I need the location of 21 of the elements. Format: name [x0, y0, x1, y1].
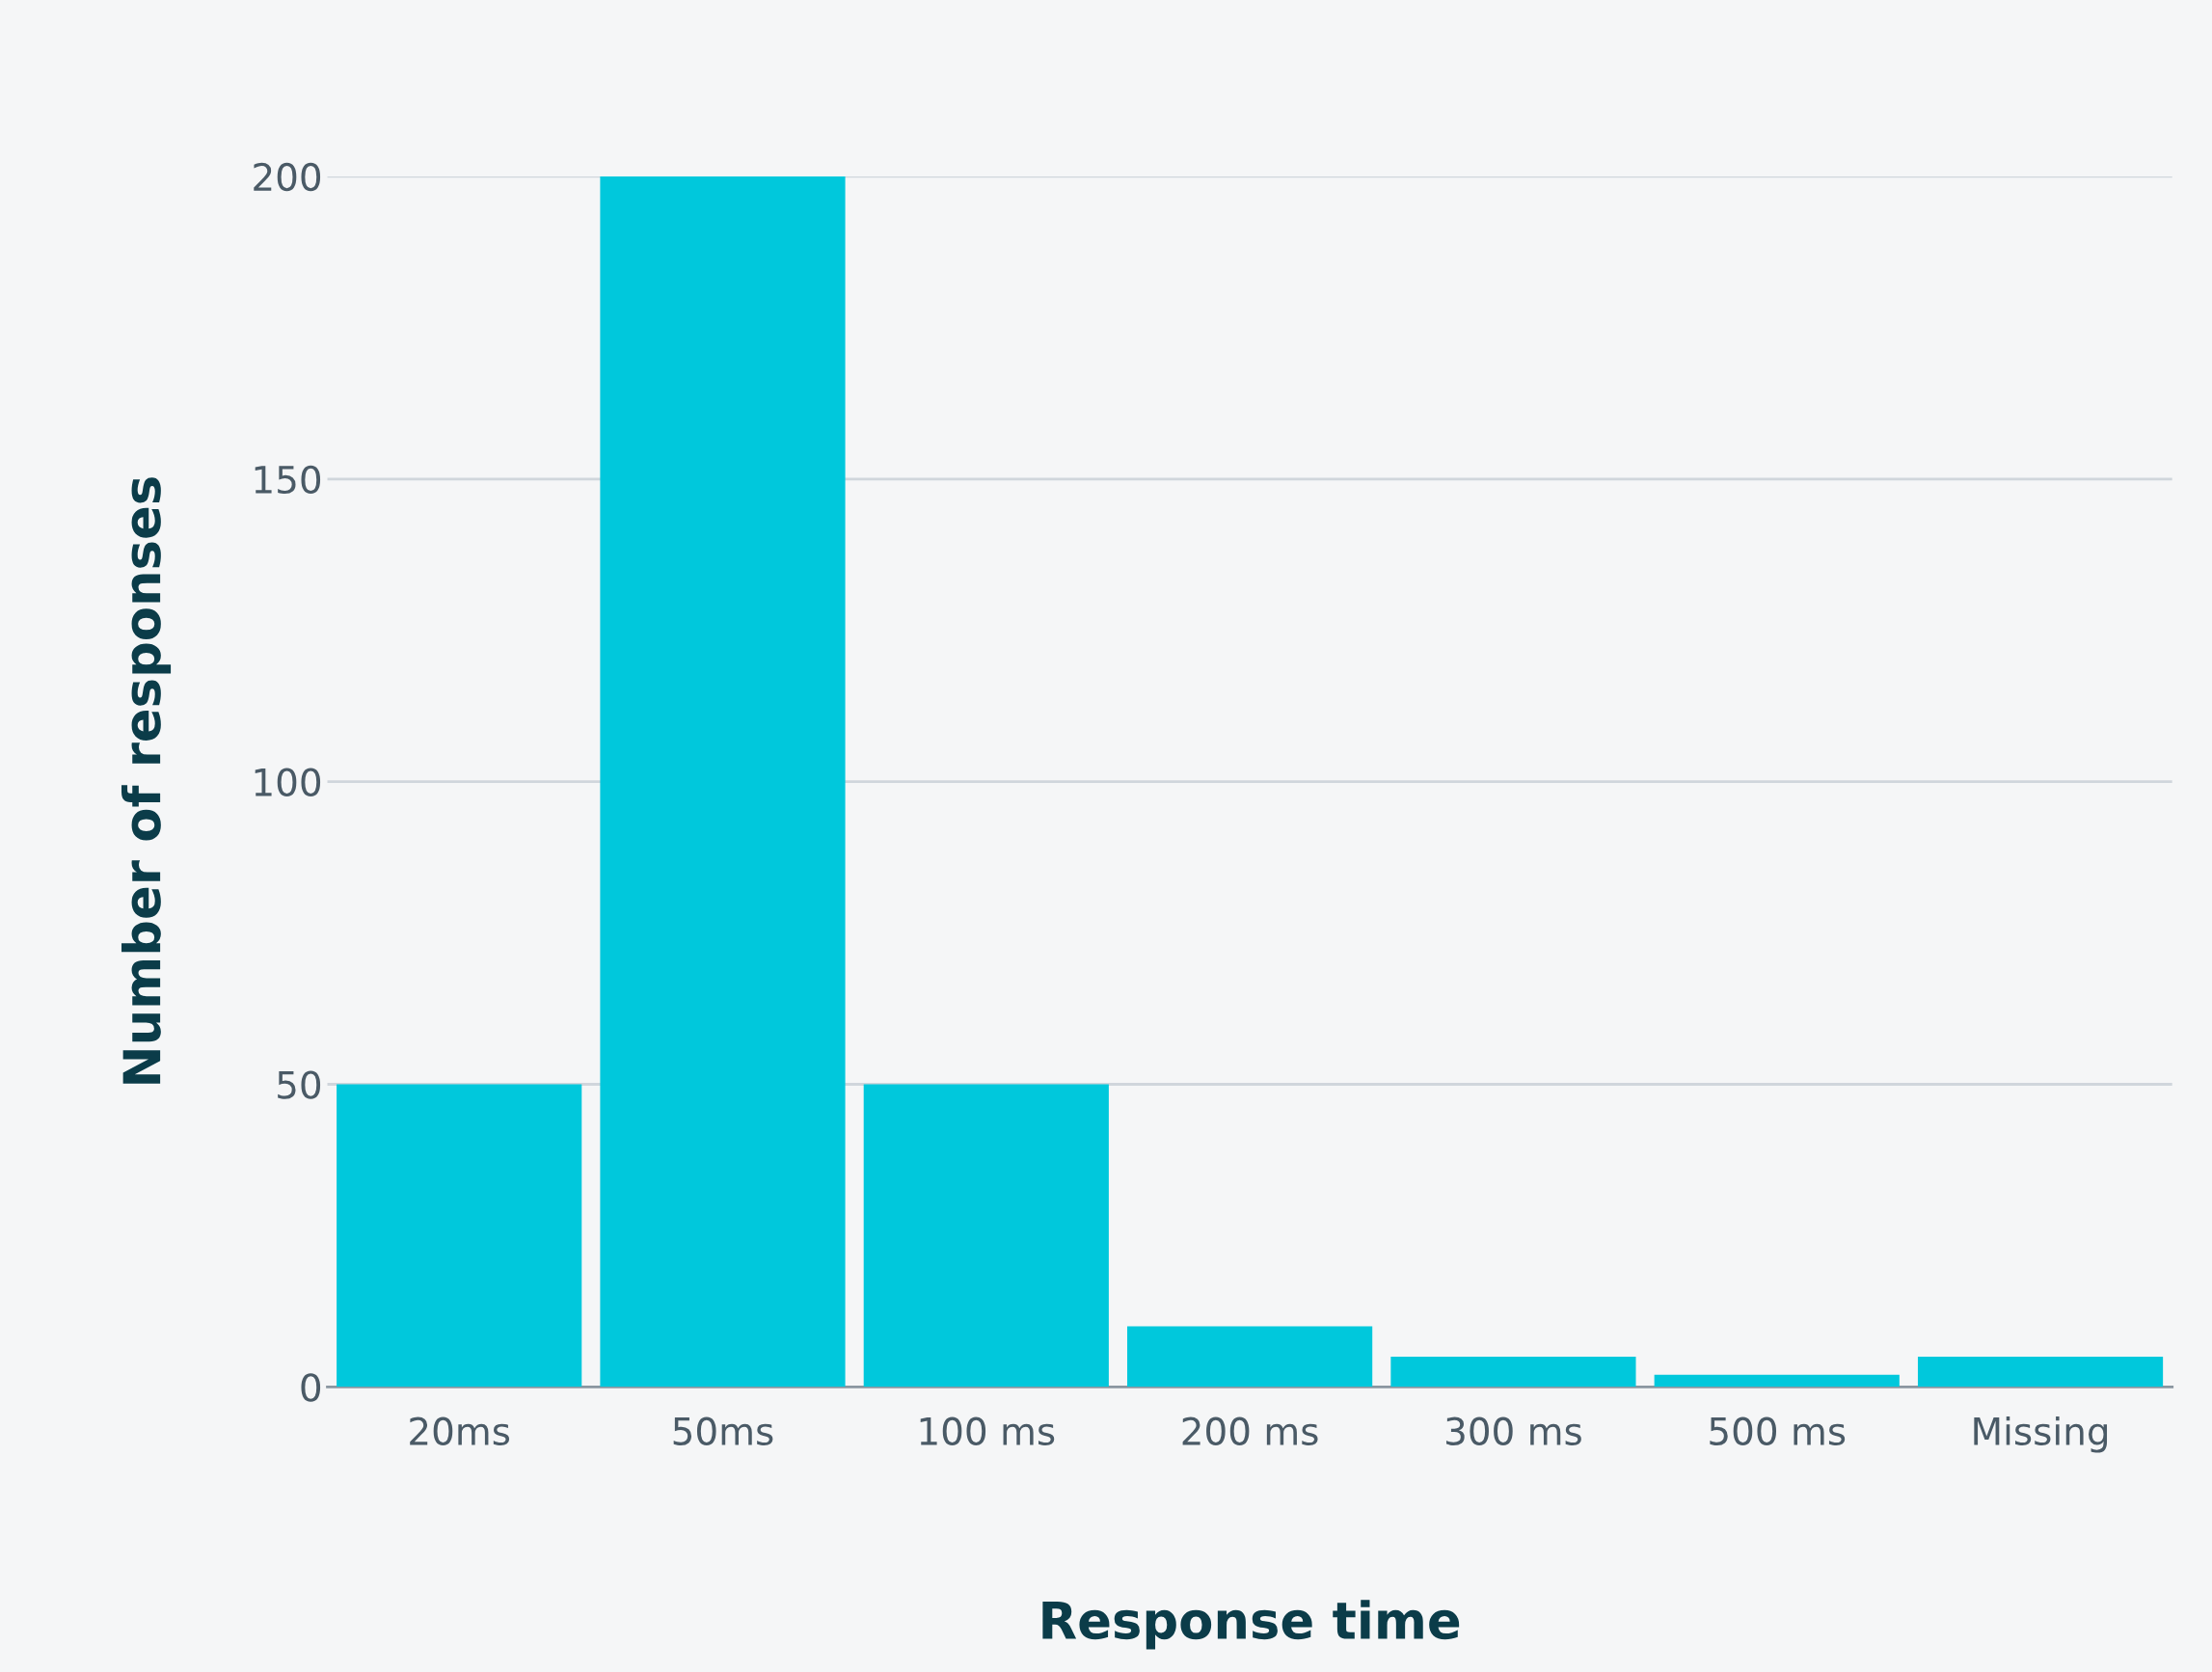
y-tick-label: 150 [255, 465, 321, 495]
bar [1917, 1356, 2164, 1388]
y-axis-title: Number of responses [121, 477, 172, 1084]
x-tick-label: Missing [1974, 1416, 2108, 1453]
y-tick-label: 50 [278, 1070, 321, 1099]
x-tick-label: 200 ms [1182, 1416, 1318, 1446]
x-tick-label: 20ms [410, 1416, 510, 1446]
bar [1654, 1374, 1900, 1388]
bar [863, 1084, 1109, 1388]
bar [1390, 1356, 1636, 1388]
bar [1127, 1326, 1373, 1388]
x-tick-label: 100 ms [920, 1416, 1055, 1446]
y-tick-label: 0 [301, 1373, 321, 1402]
y-tick-label: 100 [255, 768, 321, 796]
bar [600, 175, 846, 1388]
x-tick-label: 50ms [673, 1416, 773, 1446]
x-tick-label: 300 ms [1446, 1416, 1581, 1446]
y-tick-label: 200 [254, 162, 321, 192]
x-tick-label: 500 ms [1710, 1416, 1846, 1446]
x-axis-title: Response time [1042, 1600, 1460, 1650]
bar [337, 1084, 582, 1388]
